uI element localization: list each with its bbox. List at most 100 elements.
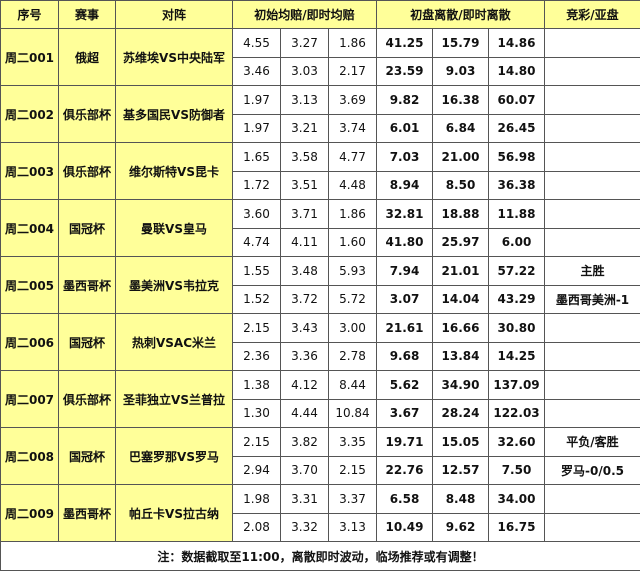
dispersion-cell: 28.24: [432, 398, 489, 428]
tip-cell: [544, 484, 640, 514]
match-league: 俄超: [58, 28, 116, 86]
odds-cell: 3.82: [280, 427, 329, 457]
odds-cell: 3.36: [280, 341, 329, 371]
dispersion-cell: 9.62: [432, 512, 489, 542]
table-row: 2.94 3.70 2.15 22.76 12.57 7.50 罗马-0/0.5: [1, 455, 640, 485]
dispersion-cell: 6.84: [432, 113, 489, 143]
dispersion-cell: 14.86: [488, 28, 545, 58]
match-teams: 曼联VS皇马: [115, 199, 233, 257]
odds-cell: 4.44: [280, 398, 329, 428]
match-league: 俱乐部杯: [58, 142, 116, 200]
odds-cell: 3.71: [280, 199, 329, 229]
dispersion-cell: 7.03: [376, 142, 433, 172]
dispersion-cell: 34.00: [488, 484, 545, 514]
odds-cell: 3.37: [328, 484, 377, 514]
match-id: 周二009: [0, 484, 59, 542]
dispersion-cell: 30.80: [488, 313, 545, 343]
odds-cell: 5.72: [328, 284, 377, 314]
footer-note: 注：数据截取至11:00，离散即时波动，临场推荐或有调整！: [0, 541, 640, 571]
table-row: 周二006 国冠杯 热刺VSAC米兰 2.15 3.43 3.00 21.61 16.66 30…: [0, 313, 640, 371]
odds-cell: 3.32: [280, 512, 329, 542]
dispersion-cell: 122.03: [488, 398, 545, 428]
match-league: 国冠杯: [58, 427, 116, 485]
header-odds: 初始均赔/即时均赔: [232, 0, 377, 29]
odds-cell: 4.48: [328, 170, 377, 200]
dispersion-cell: 21.00: [432, 142, 489, 172]
match-id: 周二007: [0, 370, 59, 428]
dispersion-cell: 32.81: [376, 199, 433, 229]
odds-cell: 2.15: [232, 427, 281, 457]
odds-cell: 1.97: [232, 85, 281, 115]
odds-cell: 1.65: [232, 142, 281, 172]
dispersion-cell: 34.90: [432, 370, 489, 400]
odds-cell: 2.17: [328, 56, 377, 86]
table-row: 3.46 3.03 2.17 23.59 9.03 14.80: [1, 56, 640, 86]
odds-cell: 4.74: [232, 227, 281, 257]
tip-cell: [544, 370, 640, 400]
dispersion-cell: 56.98: [488, 142, 545, 172]
dispersion-cell: 3.07: [376, 284, 433, 314]
table-row: 周二004 国冠杯 曼联VS皇马 3.60 3.71 1.86 32.81 18.88 11.8…: [0, 199, 640, 257]
header-league: 赛事: [58, 0, 116, 29]
dispersion-cell: 19.71: [376, 427, 433, 457]
odds-cell: 3.74: [328, 113, 377, 143]
match-id: 周二004: [0, 199, 59, 257]
odds-cell: 1.98: [232, 484, 281, 514]
dispersion-cell: 6.58: [376, 484, 433, 514]
odds-cell: 3.13: [280, 85, 329, 115]
odds-cell: 3.35: [328, 427, 377, 457]
odds-cell: 1.72: [232, 170, 281, 200]
tip-cell: [544, 199, 640, 229]
dispersion-cell: 14.80: [488, 56, 545, 86]
dispersion-cell: 25.97: [432, 227, 489, 257]
tip-cell: 平负/客胜: [544, 427, 640, 457]
dispersion-cell: 7.94: [376, 256, 433, 286]
match-teams: 苏维埃VS中央陆军: [115, 28, 233, 86]
odds-cell: 1.30: [232, 398, 281, 428]
dispersion-cell: 14.04: [432, 284, 489, 314]
odds-cell: 1.86: [328, 28, 377, 58]
match-id: 周二003: [0, 142, 59, 200]
odds-cell: 4.11: [280, 227, 329, 257]
table-row: 周二008 国冠杯 巴塞罗那VS罗马 2.15 3.82 3.35 19.71 15.05 32…: [0, 427, 640, 485]
odds-cell: 2.78: [328, 341, 377, 371]
dispersion-cell: 26.45: [488, 113, 545, 143]
table-row: 2.36 3.36 2.78 9.68 13.84 14.25: [1, 341, 640, 371]
table-row: 周二005 墨西哥杯 墨美洲VS韦拉克 1.55 3.48 5.93 7.94 21.01 57…: [0, 256, 640, 314]
dispersion-cell: 14.25: [488, 341, 545, 371]
odds-cell: 3.43: [280, 313, 329, 343]
dispersion-cell: 36.38: [488, 170, 545, 200]
dispersion-cell: 21.01: [432, 256, 489, 286]
match-league: 国冠杯: [58, 199, 116, 257]
tip-cell: 罗马-0/0.5: [544, 455, 640, 485]
match-league: 国冠杯: [58, 313, 116, 371]
odds-cell: 2.15: [232, 313, 281, 343]
table-row: 1.72 3.51 4.48 8.94 8.50 36.38: [1, 170, 640, 200]
tip-cell: [544, 398, 640, 428]
header-row: 序号 赛事 对阵 初始均赔/即时均赔 初盘离散/即时离散 竞彩/亚盘: [0, 0, 640, 29]
dispersion-cell: 137.09: [488, 370, 545, 400]
dispersion-cell: 7.50: [488, 455, 545, 485]
dispersion-cell: 43.29: [488, 284, 545, 314]
odds-cell: 2.94: [232, 455, 281, 485]
match-teams: 帕丘卡VS拉古纳: [115, 484, 233, 542]
match-teams: 圣菲独立VS兰普拉: [115, 370, 233, 428]
odds-cell: 3.46: [232, 56, 281, 86]
odds-cell: 10.84: [328, 398, 377, 428]
odds-cell: 3.03: [280, 56, 329, 86]
odds-cell: 3.51: [280, 170, 329, 200]
dispersion-cell: 16.38: [432, 85, 489, 115]
match-teams: 墨美洲VS韦拉克: [115, 256, 233, 314]
match-id: 周二005: [0, 256, 59, 314]
odds-cell: 3.21: [280, 113, 329, 143]
tip-cell: [544, 28, 640, 58]
dispersion-cell: 8.50: [432, 170, 489, 200]
dispersion-cell: 13.84: [432, 341, 489, 371]
dispersion-cell: 15.79: [432, 28, 489, 58]
tip-cell: [544, 227, 640, 257]
dispersion-cell: 10.49: [376, 512, 433, 542]
match-teams: 基多国民VS防御者: [115, 85, 233, 143]
odds-cell: 4.12: [280, 370, 329, 400]
tip-cell: [544, 512, 640, 542]
dispersion-cell: 16.66: [432, 313, 489, 343]
